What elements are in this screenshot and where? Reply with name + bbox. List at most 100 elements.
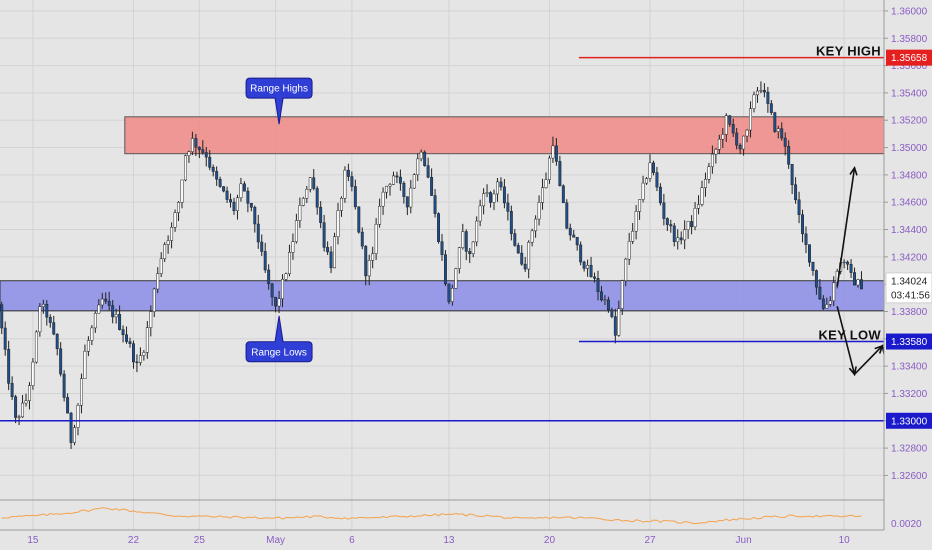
candle bbox=[90, 325, 94, 346]
candle-body-bear bbox=[437, 213, 440, 242]
price-tick-label: 1.34800 bbox=[891, 170, 928, 181]
candle bbox=[700, 180, 704, 207]
candle-body-bear bbox=[797, 199, 801, 215]
oscillator-tick: 0.0020 bbox=[891, 519, 922, 530]
candle-body-bull bbox=[138, 355, 142, 363]
candle bbox=[600, 285, 603, 302]
candle-body-bear bbox=[107, 301, 111, 306]
candle-body-bull bbox=[114, 314, 118, 318]
candle-body-bull bbox=[496, 181, 499, 195]
candle bbox=[388, 183, 392, 196]
candle bbox=[281, 274, 284, 308]
range-highs-callout[interactable]: Range Highs bbox=[245, 77, 313, 125]
candle bbox=[142, 349, 146, 361]
candle-body-bull bbox=[291, 241, 295, 253]
candle bbox=[846, 260, 850, 270]
candle bbox=[842, 259, 846, 269]
candle bbox=[450, 284, 454, 306]
candle bbox=[440, 233, 444, 261]
candle-body-bear bbox=[499, 181, 503, 188]
candle bbox=[665, 217, 669, 232]
candle bbox=[686, 221, 690, 239]
candle bbox=[3, 321, 7, 356]
candle bbox=[575, 237, 579, 251]
candle-body-bull bbox=[638, 199, 642, 212]
time-axis[interactable]: 15 22 25 May 6 13 20 27 Jun 10 bbox=[27, 535, 850, 546]
candle-body-bear bbox=[464, 231, 468, 252]
candle bbox=[509, 205, 513, 241]
candle bbox=[170, 222, 174, 249]
support-zone[interactable] bbox=[0, 280, 885, 312]
candle bbox=[856, 278, 860, 288]
candle-body-bull bbox=[717, 138, 721, 150]
candle bbox=[648, 154, 652, 182]
candle-body-bull bbox=[367, 260, 371, 277]
candle bbox=[707, 162, 711, 184]
candle-body-bear bbox=[613, 316, 617, 336]
candle-body-bull bbox=[700, 187, 704, 205]
candle-body-bear bbox=[489, 192, 492, 203]
candle-body-bear bbox=[589, 265, 593, 278]
candle bbox=[107, 291, 111, 311]
candle-body-bull bbox=[166, 240, 170, 245]
candle-body-bull bbox=[697, 204, 700, 209]
candle bbox=[277, 290, 281, 314]
candle bbox=[111, 300, 115, 324]
candle bbox=[305, 185, 309, 203]
candle bbox=[624, 257, 628, 287]
candle-body-bull bbox=[551, 145, 555, 159]
candle bbox=[125, 326, 128, 344]
candle-body-bear bbox=[211, 167, 215, 172]
range-lows-callout[interactable]: Range Lows bbox=[245, 315, 313, 363]
candle bbox=[433, 189, 437, 218]
candle-body-bear bbox=[600, 291, 603, 301]
candle-body-bull bbox=[485, 192, 489, 194]
candle bbox=[444, 250, 447, 287]
candle bbox=[412, 173, 416, 189]
candle bbox=[527, 240, 531, 279]
candle bbox=[62, 370, 66, 402]
candle-body-bear bbox=[860, 279, 863, 290]
candle bbox=[301, 196, 305, 207]
candle-body-bear bbox=[315, 188, 319, 208]
candle bbox=[593, 272, 596, 283]
candle bbox=[554, 138, 558, 166]
candle bbox=[128, 337, 132, 348]
candle-body-bear bbox=[197, 146, 201, 150]
candle bbox=[395, 171, 399, 184]
candle-body-bull bbox=[707, 166, 711, 180]
candle-body-bull bbox=[156, 273, 160, 290]
candle-body-bear bbox=[132, 343, 135, 363]
candle-body-bear bbox=[118, 314, 122, 330]
candle-body-bull bbox=[631, 230, 635, 242]
range-highs-callout-bubble bbox=[245, 77, 313, 125]
candle bbox=[114, 308, 118, 324]
candle bbox=[832, 276, 836, 307]
candle-body-bull bbox=[281, 278, 284, 300]
candle-body-bull bbox=[683, 229, 687, 241]
candle bbox=[860, 271, 863, 290]
price-tick-label: 1.33200 bbox=[891, 389, 928, 400]
candle-body-bull bbox=[586, 265, 590, 269]
candle-body-bull bbox=[163, 244, 167, 260]
candle bbox=[381, 187, 385, 215]
candle-body-bull bbox=[97, 304, 101, 314]
candle-body-bear bbox=[322, 222, 326, 248]
candle bbox=[645, 177, 648, 185]
candle-body-bear bbox=[561, 185, 565, 204]
candle bbox=[617, 300, 621, 337]
candle bbox=[333, 232, 336, 269]
candle bbox=[343, 166, 347, 203]
candle-body-bull bbox=[180, 179, 184, 203]
candle bbox=[544, 172, 548, 189]
bullish-arrow[interactable] bbox=[836, 165, 858, 287]
candle-body-bear bbox=[222, 186, 226, 192]
candle-body-bear bbox=[790, 164, 794, 185]
candle bbox=[783, 132, 787, 156]
candle-body-bull bbox=[693, 207, 697, 228]
candle bbox=[208, 150, 212, 171]
candle-body-bear bbox=[787, 146, 791, 165]
price-axis[interactable]: 0.0020 1.36000 1.35800 1.35600 1.35400 1.3520… bbox=[884, 6, 932, 530]
resistance-zone[interactable] bbox=[124, 116, 885, 155]
